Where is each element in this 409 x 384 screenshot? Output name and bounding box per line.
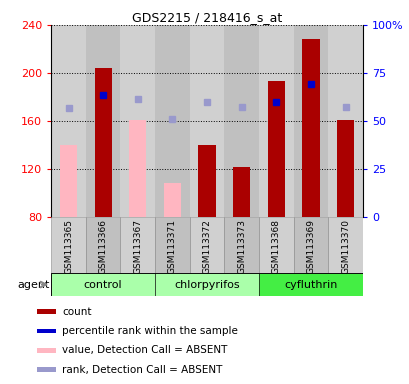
- Text: control: control: [84, 280, 122, 290]
- Text: agent: agent: [17, 280, 49, 290]
- Bar: [328, 217, 362, 273]
- Text: rank, Detection Call = ABSENT: rank, Detection Call = ABSENT: [62, 365, 222, 375]
- Bar: [224, 217, 258, 273]
- Bar: [258, 273, 362, 296]
- Bar: [198, 145, 215, 217]
- Text: GSM113365: GSM113365: [64, 218, 73, 274]
- Bar: [267, 81, 284, 217]
- Bar: [120, 217, 155, 273]
- Text: GSM113370: GSM113370: [340, 218, 349, 274]
- Bar: [155, 273, 258, 296]
- Text: GSM113373: GSM113373: [236, 218, 245, 274]
- Bar: [189, 217, 224, 273]
- Text: chlorpyrifos: chlorpyrifos: [174, 280, 239, 290]
- Bar: [336, 120, 353, 217]
- Bar: [51, 217, 85, 273]
- Bar: [37, 348, 56, 353]
- Bar: [163, 184, 181, 217]
- Bar: [129, 120, 146, 217]
- Bar: [155, 25, 189, 217]
- Text: GSM113368: GSM113368: [271, 218, 280, 274]
- Text: percentile rank within the sample: percentile rank within the sample: [62, 326, 238, 336]
- Text: GSM113371: GSM113371: [168, 218, 177, 274]
- Bar: [293, 217, 328, 273]
- Bar: [51, 273, 155, 296]
- Bar: [155, 217, 189, 273]
- Text: GSM113372: GSM113372: [202, 218, 211, 273]
- Bar: [258, 217, 293, 273]
- Bar: [37, 329, 56, 333]
- Bar: [94, 68, 112, 217]
- Bar: [293, 25, 328, 217]
- Bar: [60, 145, 77, 217]
- Text: count: count: [62, 306, 92, 316]
- Bar: [224, 25, 258, 217]
- Bar: [120, 25, 155, 217]
- Bar: [189, 25, 224, 217]
- Text: GSM113369: GSM113369: [306, 218, 315, 274]
- Bar: [301, 40, 319, 217]
- Bar: [37, 309, 56, 314]
- Title: GDS2215 / 218416_s_at: GDS2215 / 218416_s_at: [132, 11, 281, 24]
- Bar: [328, 25, 362, 217]
- Bar: [232, 167, 250, 217]
- Bar: [258, 25, 293, 217]
- Text: GSM113367: GSM113367: [133, 218, 142, 274]
- Text: value, Detection Call = ABSENT: value, Detection Call = ABSENT: [62, 346, 227, 356]
- Bar: [37, 367, 56, 372]
- Bar: [85, 217, 120, 273]
- Bar: [85, 25, 120, 217]
- Text: cyfluthrin: cyfluthrin: [283, 280, 337, 290]
- Bar: [51, 25, 85, 217]
- Text: GSM113366: GSM113366: [99, 218, 108, 274]
